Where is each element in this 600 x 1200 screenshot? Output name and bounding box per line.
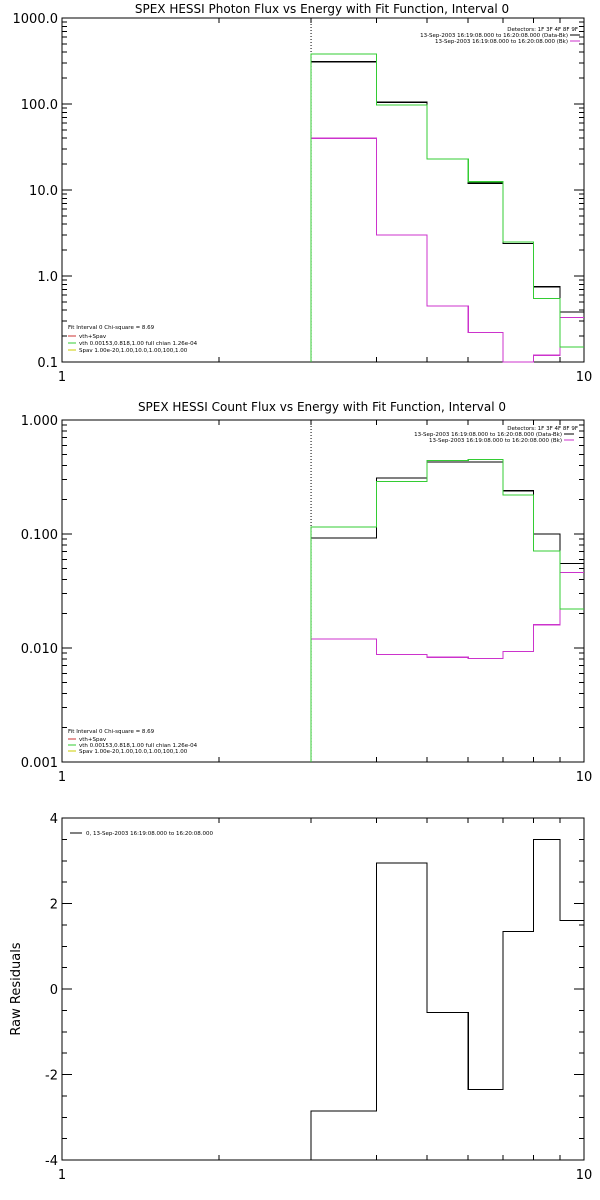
legend-fit-interval: Fit Interval 0 Chi-square = 8.69 bbox=[68, 325, 155, 331]
x-tick-label: 10 bbox=[576, 1168, 593, 1183]
legend-topleft: 0, 13-Sep-2003 16:19:08.000 to 16:20:08.… bbox=[70, 831, 213, 837]
y-tick-label: -2 bbox=[45, 1069, 58, 1084]
series-line-0 bbox=[310, 61, 584, 362]
series-line-0 bbox=[310, 461, 584, 762]
series-line-0 bbox=[310, 838, 584, 1160]
legend-spav: Spav 1.00e-20,1.00,10.0,1.00,100,1.00 bbox=[79, 348, 188, 354]
legend-bottomleft: Fit Interval 0 Chi-square = 8.69 vth+Spa… bbox=[68, 729, 198, 755]
y-tick-label: 4 bbox=[50, 812, 58, 827]
legend-entry-bk: 13-Sep-2003 16:19:08.000 to 16:20:08.000… bbox=[435, 39, 568, 45]
series-line-1 bbox=[310, 137, 584, 363]
y-tick-label: -4 bbox=[45, 1154, 58, 1169]
x-tick-label: 1 bbox=[58, 370, 66, 385]
count-flux-panel: SPEX HESSI Count Flux vs Energy with Fit… bbox=[21, 400, 592, 785]
legend-spav: Spav 1.00e-20,1.00,10.0,1.00,100,1.00 bbox=[79, 749, 188, 755]
y-tick-label: 10.0 bbox=[29, 184, 58, 199]
x-tick-label: 10 bbox=[576, 370, 593, 385]
chart-title: SPEX HESSI Photon Flux vs Energy with Fi… bbox=[135, 2, 509, 16]
x-tick-label: 1 bbox=[58, 770, 66, 785]
x-tick-label: 1 bbox=[58, 1168, 66, 1183]
legend-fit-interval: Fit Interval 0 Chi-square = 8.69 bbox=[68, 729, 155, 735]
y-tick-label: 0.010 bbox=[21, 642, 58, 657]
y-tick-label: 1.0 bbox=[37, 270, 58, 285]
legend-vth: vth 0.00153,0.818,1.00 full chian 1.26e-… bbox=[79, 341, 198, 347]
legend-topright: Detectors: 1F 3F 4F 8F 9F 13-Sep-2003 16… bbox=[420, 27, 580, 45]
legend-fit-func: vth+Spav bbox=[79, 737, 107, 743]
plot-frame bbox=[61, 817, 585, 1161]
y-tick-label: 2 bbox=[50, 898, 58, 913]
series-line-1 bbox=[310, 571, 584, 762]
y-tick-label: 0.1 bbox=[37, 356, 58, 371]
chart-title: SPEX HESSI Count Flux vs Energy with Fit… bbox=[138, 400, 506, 414]
y-tick-label: 0.100 bbox=[21, 528, 58, 543]
x-tick-label: 10 bbox=[576, 770, 593, 785]
legend-fit-func: vth+Spav bbox=[79, 334, 107, 340]
y-tick-label: 1.000 bbox=[21, 414, 58, 429]
residuals-panel: Raw Residuals 0, 13-Sep-2003 16:19:08.00… bbox=[9, 812, 592, 1183]
legend-entry-bk: 13-Sep-2003 16:19:08.000 to 16:20:08.000… bbox=[429, 438, 562, 444]
series-line-2 bbox=[310, 458, 584, 762]
legend-detectors: Detectors: 1F 3F 4F 8F 9F bbox=[507, 426, 578, 432]
legend-entry-data: 13-Sep-2003 16:19:08.000 to 16:20:08.000… bbox=[414, 432, 562, 438]
y-tick-label: 100.0 bbox=[21, 98, 58, 113]
y-tick-label: 0.001 bbox=[21, 756, 58, 771]
legend-topright: Detectors: 1F 3F 4F 8F 9F 13-Sep-2003 16… bbox=[414, 426, 578, 444]
legend-bottomleft: Fit Interval 0 Chi-square = 8.69 vth+Spa… bbox=[68, 325, 198, 354]
photon-flux-panel: SPEX HESSI Photon Flux vs Energy with Fi… bbox=[13, 2, 593, 385]
series-line-2 bbox=[310, 53, 584, 362]
y-tick-label: 0 bbox=[50, 983, 58, 998]
y-axis-label: Raw Residuals bbox=[9, 942, 24, 1035]
legend-entry-data: 13-Sep-2003 16:19:08.000 to 16:20:08.000… bbox=[420, 33, 568, 39]
plot-frame bbox=[61, 419, 585, 763]
y-tick-label: 1000.0 bbox=[13, 12, 59, 27]
legend-detectors: Detectors: 1F 3F 4F 8F 9F bbox=[507, 27, 578, 33]
plot-frame bbox=[61, 17, 585, 363]
legend-residual: 0, 13-Sep-2003 16:19:08.000 to 16:20:08.… bbox=[86, 831, 213, 837]
legend-vth: vth 0.00153,0.818,1.00 full chian 1.26e-… bbox=[79, 743, 198, 749]
